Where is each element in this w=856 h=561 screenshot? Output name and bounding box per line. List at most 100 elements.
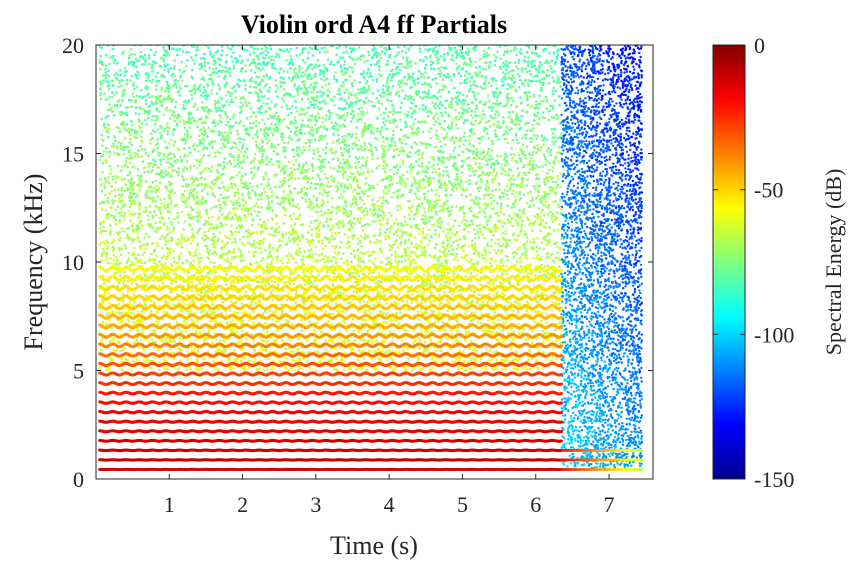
partial-point [503, 222, 507, 225]
partial-point [404, 112, 407, 116]
partial-point [262, 74, 266, 78]
partial-point [535, 245, 538, 249]
partial-point [395, 205, 399, 208]
partial-point [514, 357, 518, 361]
partial-point [152, 186, 156, 190]
partial-point [499, 210, 503, 214]
partial-point [257, 107, 261, 111]
partial-point [518, 193, 521, 196]
partial-point [401, 65, 405, 69]
partial-point [351, 234, 354, 238]
partial-point [248, 85, 252, 88]
partial-point [321, 148, 325, 151]
partial-point [154, 221, 157, 224]
partial-point [341, 219, 344, 223]
partial-point [369, 208, 372, 211]
partial-point [327, 82, 331, 85]
partial-point [373, 257, 377, 261]
partial-point [130, 202, 133, 206]
partial-point [248, 126, 252, 130]
partial-point [364, 233, 367, 237]
partial-point [431, 215, 434, 219]
partial-point [486, 281, 490, 285]
partial-point [261, 256, 265, 260]
partial-point [340, 357, 344, 360]
partial-point [496, 201, 499, 205]
partial-point [417, 365, 420, 369]
partial-point [110, 214, 113, 217]
partial-point [381, 135, 385, 139]
partial-point [406, 170, 409, 174]
partial-point [126, 173, 130, 177]
partial-point [363, 144, 367, 147]
partial-point [399, 118, 402, 121]
partial-point [334, 232, 337, 235]
partial-point [261, 339, 265, 343]
partial-point [294, 158, 298, 162]
partial-point [179, 155, 182, 158]
partial-point [519, 48, 523, 51]
partial-point [253, 61, 256, 64]
partial-point [316, 48, 320, 51]
partial-point [134, 131, 138, 134]
partial-point [477, 175, 481, 178]
partial-point [344, 139, 348, 142]
partial-point [370, 154, 374, 157]
partial-point [388, 211, 391, 215]
partial-point [356, 237, 360, 240]
partial-point [178, 47, 182, 51]
partial-point [271, 67, 274, 70]
partial-point [360, 117, 363, 121]
partial-point [395, 217, 398, 221]
partial-point [206, 135, 209, 138]
partial-point [261, 118, 265, 122]
partial-point [504, 232, 507, 236]
partial-point [523, 270, 527, 274]
partial-point [350, 112, 353, 116]
partial-point [342, 292, 346, 296]
partial-point [167, 70, 170, 74]
partial-point [493, 331, 496, 334]
partial-point [101, 144, 104, 147]
partial-point [135, 358, 139, 362]
partial-point [544, 221, 548, 225]
partial-point [132, 263, 135, 267]
partial-point [367, 328, 370, 332]
partial-point [145, 71, 149, 75]
partial-point [101, 161, 105, 165]
partial-point [246, 147, 249, 151]
partial-point [426, 233, 429, 237]
partial-point [239, 259, 243, 263]
partial-point [421, 108, 425, 111]
partial-point [107, 181, 111, 184]
partial-point [172, 153, 176, 156]
partial-point [326, 224, 330, 227]
partial-point [380, 50, 384, 53]
partial-point [554, 180, 558, 184]
partial-point [441, 321, 445, 324]
partial-point [426, 198, 429, 202]
partial-point [469, 271, 473, 275]
partial-point [173, 105, 177, 108]
partial-point [170, 199, 173, 203]
partial-point [332, 226, 335, 229]
partial-point [453, 283, 456, 286]
partial-point [120, 79, 124, 82]
partial-point [541, 208, 544, 212]
partial-point [529, 240, 532, 244]
partial-point [150, 252, 153, 256]
partial-point [252, 310, 255, 314]
partial-point [386, 63, 390, 66]
partial-point [517, 322, 520, 326]
partial-point [143, 236, 146, 240]
partial-point [145, 208, 148, 212]
partial-point [434, 170, 438, 174]
partial-point [399, 165, 402, 168]
partial-point [193, 62, 196, 65]
partial-point [377, 349, 381, 353]
partial-point [498, 195, 502, 199]
partial-point [261, 56, 265, 59]
partial-point [132, 95, 135, 99]
partial-point [392, 113, 395, 116]
partial-point [101, 63, 105, 66]
